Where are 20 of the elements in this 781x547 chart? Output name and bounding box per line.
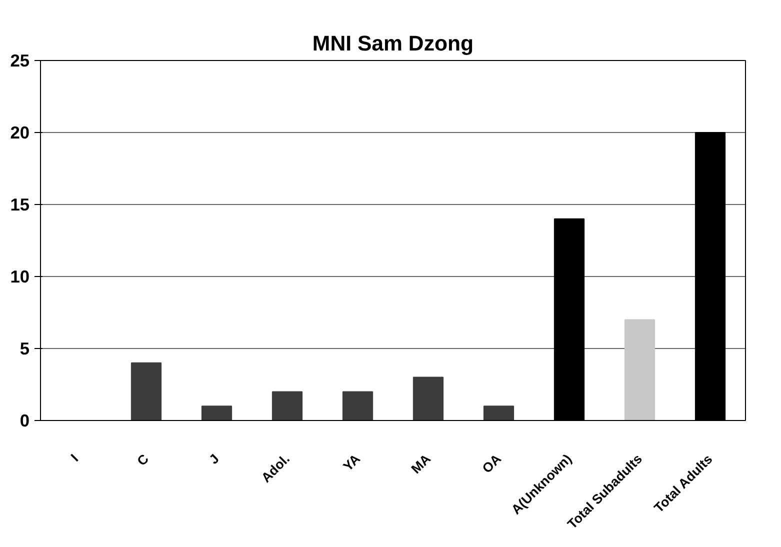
bar — [272, 391, 303, 420]
x-tick-label: I — [68, 451, 82, 464]
bar — [130, 362, 162, 420]
bar — [201, 406, 232, 420]
y-tick-label: 10 — [10, 266, 30, 286]
bar — [412, 376, 444, 420]
chart-title: MNI Sam Dzong — [312, 32, 474, 56]
bar — [624, 319, 656, 420]
x-tick-label: J — [206, 451, 222, 468]
y-tick-label: 5 — [20, 338, 30, 358]
x-tick-label: MA — [408, 450, 434, 476]
x-tick-label: C — [134, 450, 152, 469]
bar — [342, 391, 374, 420]
y-tick-label: 25 — [10, 50, 30, 70]
x-tick-label: YA — [340, 450, 364, 474]
y-tick-label: 15 — [10, 194, 30, 214]
bar — [483, 406, 514, 420]
y-tick-label: 0 — [20, 410, 30, 430]
x-tick-label: OA — [479, 450, 504, 476]
y-tick-label: 20 — [10, 122, 30, 142]
